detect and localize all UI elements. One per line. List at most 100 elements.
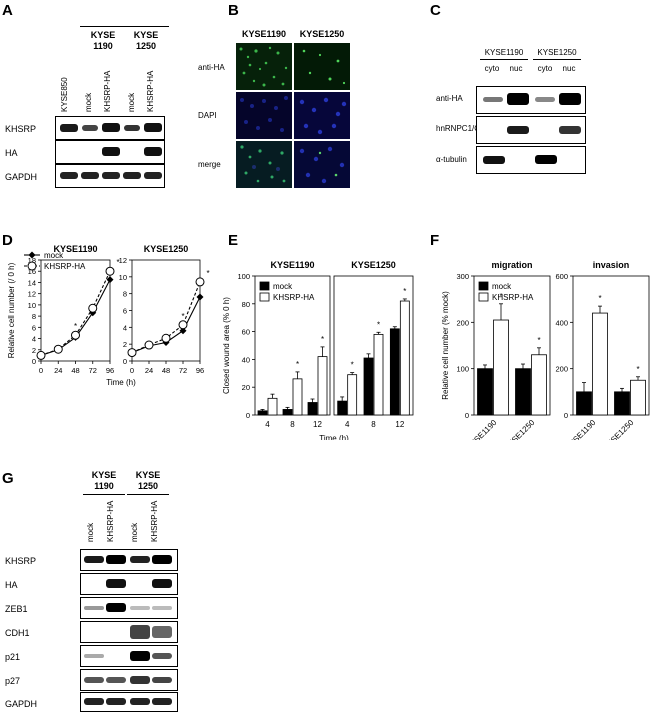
blot-row-label: ZEB1 xyxy=(5,604,28,614)
group-underline xyxy=(480,59,528,60)
blot-strip-ha xyxy=(55,140,165,164)
micrograph-row-label: anti-HA xyxy=(198,63,225,72)
data-point-KHSRP-HA xyxy=(53,344,63,354)
legend-label: KHSRP-HA xyxy=(44,262,86,271)
y-tick-label: 0 xyxy=(32,357,36,366)
y-tick-label: 4 xyxy=(123,323,127,332)
plot-frame xyxy=(333,275,414,416)
data-point-KHSRP-HA xyxy=(178,320,188,330)
x-tick-label: 48 xyxy=(162,366,170,375)
lane-label: nuc xyxy=(562,64,576,73)
data-point-KHSRP-HA xyxy=(195,277,205,287)
bar-mock xyxy=(477,368,493,416)
panel-letter-b: B xyxy=(228,2,239,19)
bar-mock xyxy=(515,368,531,416)
x-tick-label: 72 xyxy=(89,366,97,375)
significance-star: * xyxy=(74,322,77,331)
y-tick-label: 6 xyxy=(32,323,36,332)
significance-star: * xyxy=(296,360,299,369)
significance-star: * xyxy=(537,336,540,345)
blot-row-label: GAPDH xyxy=(5,699,38,709)
blot-row-label: GAPDH xyxy=(5,172,38,182)
y-tick-label: 300 xyxy=(456,272,469,281)
x-tick-label: 8 xyxy=(371,420,376,429)
significance-star: * xyxy=(351,361,354,370)
group-underline xyxy=(533,59,581,60)
blot-strip-hnrnpc xyxy=(476,116,586,144)
bar-khsrp xyxy=(317,356,328,416)
blot-strip-zeb1 xyxy=(80,597,178,619)
significance-star: * xyxy=(636,365,639,374)
legend-label: KHSRP-HA xyxy=(273,293,315,302)
y-tick-label: 0 xyxy=(123,357,127,366)
group-header-kyse1190: KYSE 1190 xyxy=(91,470,117,491)
blot-row-label: p27 xyxy=(5,676,21,686)
bar-khsrp xyxy=(592,312,608,416)
legend-label: mock xyxy=(44,251,64,260)
bar-mock xyxy=(257,410,268,416)
panel-letter-e: E xyxy=(228,232,239,249)
bar-mock xyxy=(614,391,630,416)
lane-label: mock xyxy=(130,522,139,542)
data-point-KHSRP-HA xyxy=(105,266,115,276)
blot-row-label: KHSRP xyxy=(5,556,37,566)
legend-marker-mock xyxy=(28,251,36,259)
blot-strip-gapdh xyxy=(55,164,165,188)
plot-frame xyxy=(254,275,331,416)
y-tick-label: 0 xyxy=(246,411,250,420)
data-point-KHSRP-HA xyxy=(88,303,98,313)
bar-khsrp xyxy=(267,397,278,416)
legend-swatch-khsrp xyxy=(259,292,270,302)
y-axis-label: Relative cell number (% mock) xyxy=(441,291,450,400)
panel-letter-c: C xyxy=(430,2,441,19)
x-tick-label: KYSE1250 xyxy=(502,418,536,440)
plot-frame xyxy=(473,275,551,416)
legend-swatch-mock xyxy=(478,281,489,291)
bar-khsrp xyxy=(347,374,358,416)
blot-strip-khsrp xyxy=(80,549,178,571)
blot-row-label: CDH1 xyxy=(5,628,30,638)
lane-label: cyto xyxy=(537,64,553,73)
bar-mock xyxy=(389,328,400,416)
data-point-KHSRP-HA xyxy=(161,333,171,343)
blot-row-label: anti-HA xyxy=(436,94,463,103)
blot-strip-antiha xyxy=(476,86,586,114)
y-tick-label: 0 xyxy=(465,411,469,420)
blot-strip-p21 xyxy=(80,645,178,667)
y-tick-label: 20 xyxy=(242,383,250,392)
bar-khsrp xyxy=(373,333,384,416)
bar-mock xyxy=(576,391,592,416)
x-tick-label: 24 xyxy=(54,366,62,375)
micrograph-dapi-kyse1190 xyxy=(236,92,292,139)
x-tick-label: KYSE1190 xyxy=(564,418,598,440)
y-tick-label: 10 xyxy=(119,273,127,282)
blot-row-label: KHSRP xyxy=(5,124,37,134)
data-point-KHSRP-HA xyxy=(144,340,154,350)
legend-label: mock xyxy=(492,282,512,291)
micrograph-dapi-kyse1250 xyxy=(294,92,350,139)
y-tick-label: 600 xyxy=(555,272,568,281)
legend-marker-khsrp xyxy=(27,261,37,271)
micrograph-column-header: KYSE1250 xyxy=(299,29,345,39)
plot-frame xyxy=(40,259,111,362)
x-axis-label-d: Time (h) xyxy=(106,378,136,387)
lane-label: cyto xyxy=(484,64,500,73)
data-point-mock xyxy=(106,276,114,284)
chart-title: invasion xyxy=(593,260,630,270)
chart-title: KYSE1250 xyxy=(351,260,396,270)
chart-title: migration xyxy=(491,260,532,270)
x-tick-label: 0 xyxy=(130,366,134,375)
y-tick-label: 2 xyxy=(123,340,127,349)
bar-khsrp xyxy=(493,319,509,416)
bar-mock xyxy=(282,409,293,416)
significance-star: * xyxy=(206,269,209,278)
significance-star: * xyxy=(377,320,380,329)
chart-title: KYSE1190 xyxy=(53,244,97,254)
blot-strip-tubulin xyxy=(476,146,586,174)
blot-strip-p27 xyxy=(80,669,178,691)
x-tick-label: 96 xyxy=(196,366,204,375)
significance-star: * xyxy=(403,287,406,296)
data-point-KHSRP-HA xyxy=(36,350,46,360)
group-header: KYSE1250 xyxy=(537,48,577,57)
y-axis-label: Closed wound area (% 0 h) xyxy=(222,297,231,394)
